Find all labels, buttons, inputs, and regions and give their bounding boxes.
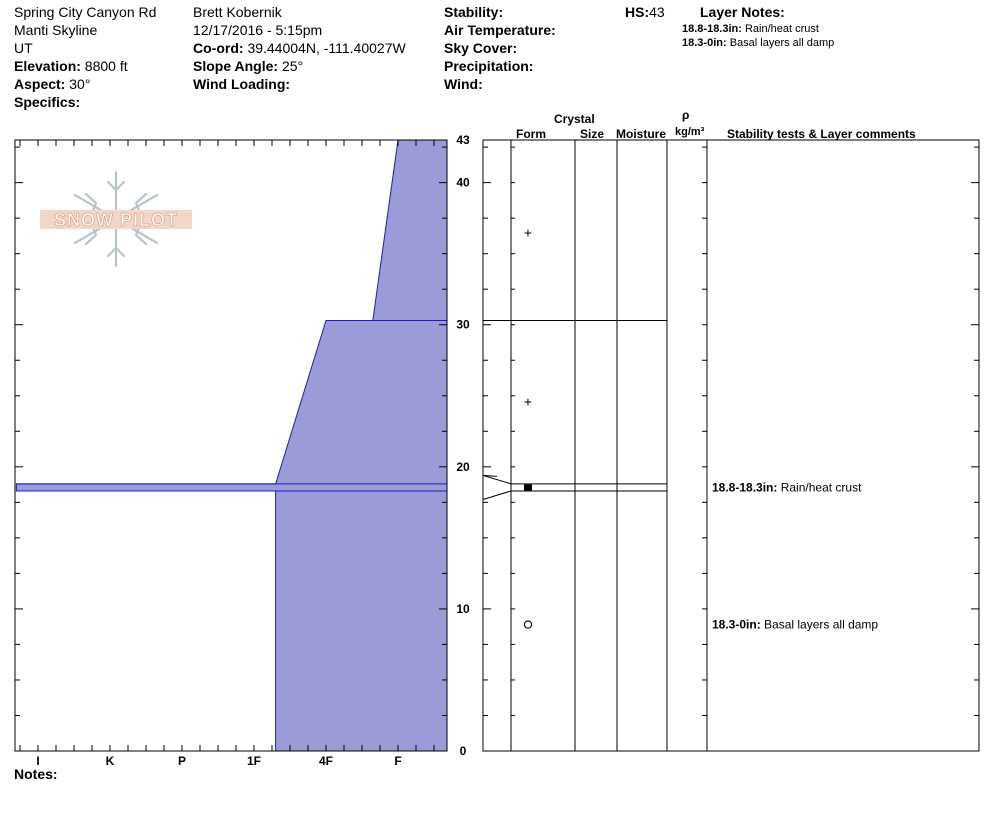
x-tick-label: 1F (247, 754, 261, 768)
col-rho: ρ (682, 108, 690, 122)
grain-symbol: + (524, 224, 532, 240)
aspect-value: 30° (69, 76, 91, 92)
hardness-plot: I K P 1F 4F F 0 10 20 30 40 43 (14, 133, 470, 768)
grain-symbol (524, 484, 532, 491)
y-tick-label: 0 (460, 744, 467, 758)
slope-value: 25° (281, 58, 304, 74)
wind-label: Wind: (444, 76, 483, 92)
snowpilot-logo: SNOW PILOT (40, 170, 192, 268)
aspect: Aspect: 30° (14, 75, 90, 93)
coord-label: Co-ord: (193, 40, 244, 56)
layer-comment-range: 18.8-18.3in: (712, 480, 781, 494)
hs: HS:43 (625, 3, 665, 21)
slope-angle: Slope Angle: 25° (193, 57, 303, 75)
y-tick-label: 40 (456, 176, 470, 190)
air-temp-label: Air Temperature: (444, 22, 556, 38)
elevation-value: 8800 ft (84, 58, 128, 74)
layer-comment-text: Basal layers all damp (764, 618, 878, 632)
y-tick-label: 20 (456, 460, 470, 474)
layer-note-text: Rain/heat crust (744, 23, 819, 35)
table-frame (482, 139, 980, 752)
layer-note-text: Basal layers all damp (729, 37, 835, 49)
hardness-area (16, 140, 448, 751)
layer-comment: 18.8-18.3in: Rain/heat crust (712, 480, 862, 494)
aspect-label: Aspect: (14, 76, 66, 92)
elevation: Elevation: 8800 ft (14, 57, 128, 75)
col-crystal: Crystal (554, 112, 595, 126)
datetime: 12/17/2016 - 5:15pm (193, 22, 323, 38)
y-tick-label: 10 (456, 602, 470, 616)
snow-profile-chart: SNOW PILOT I K P 1F 4F F 0 10 20 30 40 43 + +18.8-18… (14, 133, 980, 768)
coordinates: Co-ord: 39.44004N, -111.40027W (193, 39, 406, 57)
elevation-label: Elevation: (14, 58, 81, 74)
observer: Brett Kobernik (193, 4, 282, 20)
logo-text: SNOW PILOT (54, 210, 178, 230)
notes-label: Notes: (14, 766, 58, 782)
col-moisture: Moisture (616, 127, 667, 141)
layer-note-range: 18.8-18.3in: (682, 23, 742, 35)
x-tick-label: 4F (319, 754, 333, 768)
x-tick-label: K (106, 754, 115, 768)
wind-loading-label: Wind Loading: (193, 76, 291, 92)
plot-frame (14, 139, 448, 752)
slope-label: Slope Angle: (193, 58, 279, 74)
grain-symbol (523, 620, 533, 629)
col-comments: Stability tests & Layer comments (727, 127, 916, 141)
precip-label: Precipitation: (444, 58, 534, 74)
layer-note-1: 18.8-18.3in: Rain/heat crust (682, 22, 819, 36)
sky-cover-label: Sky Cover: (444, 40, 518, 56)
specifics-label: Specifics: (14, 94, 81, 110)
layer-table: + +18.8-18.3in: Rain/heat crust 18.3-0in: … (482, 139, 980, 752)
mountain-range: Manti Skyline (14, 22, 98, 38)
layer-note-range: 18.3-0in: (682, 37, 727, 49)
layer-connector (482, 474, 498, 477)
x-tick-label: F (394, 754, 401, 768)
y-tick-label: 30 (456, 318, 470, 332)
hs-label: HS: (625, 4, 650, 20)
hs-value: 43 (649, 4, 665, 20)
layer-notes-title: Layer Notes: (700, 4, 785, 20)
y-tick-label: 43 (456, 133, 470, 147)
layer-connector (482, 474, 512, 485)
col-form: Form (516, 127, 546, 141)
grain-symbol: + (524, 393, 532, 409)
layer-comment: 18.3-0in: Basal layers all damp (712, 618, 878, 632)
x-tick-label: P (178, 754, 186, 768)
col-size: Size (580, 127, 605, 141)
layer-connector (482, 490, 512, 500)
state: UT (14, 40, 33, 56)
location: Spring City Canyon Rd (14, 4, 157, 20)
x-tick-label: I (36, 754, 39, 768)
col-density-unit: kg/m³ (675, 126, 705, 138)
coord-value: 39.44004N, -111.40027W (247, 40, 406, 56)
layer-comment-range: 18.3-0in: (712, 618, 764, 632)
layer-comment-text: Rain/heat crust (781, 480, 862, 494)
stability-label: Stability: (444, 4, 504, 20)
layer-note-2: 18.3-0in: Basal layers all damp (682, 36, 834, 50)
